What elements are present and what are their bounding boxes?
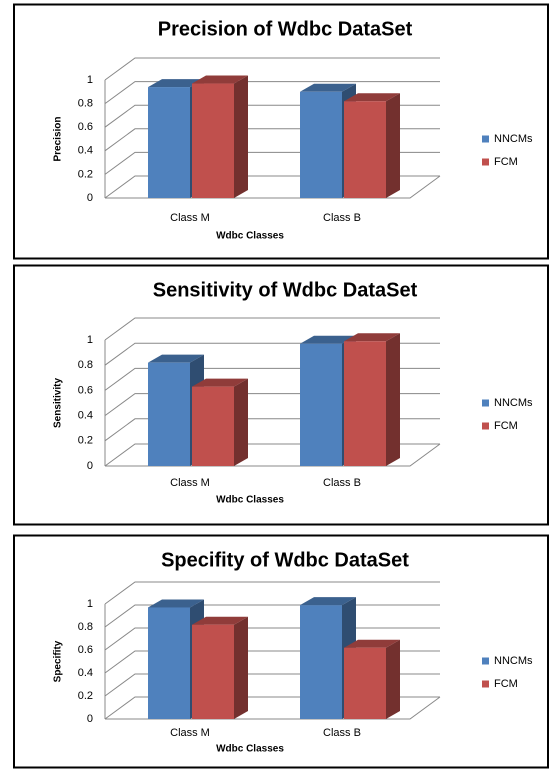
y-tick-label: 0.4 [78, 410, 93, 422]
y-axis-title: Sensitivity [53, 378, 64, 428]
legend-swatch [482, 680, 489, 688]
bar-side [234, 75, 248, 198]
bar-side [386, 333, 400, 466]
x-tick-label: Class M [170, 477, 210, 489]
bar-front [344, 341, 386, 466]
bar-front [344, 647, 386, 719]
y-tick-label: 0.4 [78, 667, 93, 679]
bar-front [300, 91, 342, 198]
x-tick-label: Class B [323, 727, 361, 739]
bar-top [300, 597, 356, 606]
chart-title: Precision of Wdbc DataSet [158, 18, 413, 40]
bar-top [344, 93, 400, 102]
bar-front [192, 83, 234, 198]
bar-front [148, 87, 190, 198]
bar [192, 378, 248, 466]
y-tick-label: 0.2 [78, 435, 93, 447]
y-tick-label: 0.8 [78, 621, 93, 633]
x-axis-title: Wdbc Classes [216, 744, 284, 755]
y-tick-label: 0 [87, 192, 93, 204]
bar-front [148, 607, 190, 719]
y-tick-label: 1 [87, 334, 93, 346]
chart-title: Specifity of Wdbc DataSet [161, 549, 409, 571]
grid-line [104, 581, 440, 605]
y-tick-label: 0.8 [78, 359, 93, 371]
bar-front [192, 624, 234, 719]
y-axis-title: Specifity [53, 640, 64, 682]
bar-top [344, 639, 400, 648]
y-tick-label: 0.6 [78, 644, 93, 656]
bar-top [344, 333, 400, 342]
bar-top [192, 378, 248, 387]
chart-panel: Specifity of Wdbc DataSet 0 0.2 0.4 0.6 0.8 1 S… [13, 534, 549, 769]
bar [192, 616, 248, 719]
legend-label: FCM [494, 156, 518, 168]
x-tick-label: Class M [170, 727, 210, 739]
legend-swatch [482, 399, 489, 407]
y-tick-label: 0.6 [78, 384, 93, 396]
legend-label: NNCMs [494, 655, 533, 667]
bar [344, 93, 400, 198]
legend-label: NNCMs [494, 133, 533, 145]
legend-swatch [482, 158, 489, 166]
legend-label: FCM [494, 420, 518, 432]
legend-label: NNCMs [494, 397, 533, 409]
y-tick-label: 0 [87, 713, 93, 725]
legend-swatch [482, 422, 489, 430]
legend-swatch [482, 135, 489, 143]
y-tick-label: 0.2 [78, 690, 93, 702]
panel-border [13, 264, 549, 526]
bar [192, 75, 248, 198]
grid-line [104, 81, 440, 105]
bar-top [148, 79, 204, 88]
bar-front [344, 101, 386, 198]
y-tick-label: 0.4 [78, 145, 93, 157]
bar-front [300, 605, 342, 719]
y-tick-label: 0.2 [78, 168, 93, 180]
x-axis-title: Wdbc Classes [216, 231, 284, 242]
bar-top [192, 616, 248, 625]
x-tick-label: Class B [323, 212, 361, 224]
chart-panel: Sensitivity of Wdbc DataSet 0 0.2 0.4 0.6 0.8… [13, 264, 549, 526]
bar [344, 639, 400, 719]
bar-front [300, 343, 342, 466]
bar-top [300, 83, 356, 92]
chart-title: Sensitivity of Wdbc DataSet [153, 279, 418, 301]
chart-panel: Precision of Wdbc DataSet 0 0.2 0.4 0.6 0.8 1 P… [13, 3, 549, 260]
bar [344, 333, 400, 466]
legend-swatch [482, 657, 489, 665]
y-tick-label: 0.8 [78, 98, 93, 110]
y-tick-label: 1 [87, 74, 93, 86]
y-axis-title: Precision [53, 116, 64, 161]
y-tick-label: 0 [87, 460, 93, 472]
bar-top [192, 75, 248, 84]
bar-front [148, 362, 190, 466]
grid-line [104, 57, 440, 81]
bar-front [192, 386, 234, 466]
x-tick-label: Class M [170, 212, 210, 224]
y-tick-label: 1 [87, 598, 93, 610]
bar-top [148, 354, 204, 363]
bar-top [148, 599, 204, 608]
bar-top [300, 335, 356, 344]
grid-line [104, 317, 440, 341]
panel-border [13, 534, 549, 769]
x-tick-label: Class B [323, 477, 361, 489]
bar-side [386, 639, 400, 719]
legend-label: FCM [494, 678, 518, 690]
bar-side [386, 93, 400, 198]
bar-side [234, 616, 248, 719]
x-axis-title: Wdbc Classes [216, 495, 284, 506]
panel-border [13, 3, 549, 260]
bar-side [234, 378, 248, 466]
y-tick-label: 0.6 [78, 121, 93, 133]
